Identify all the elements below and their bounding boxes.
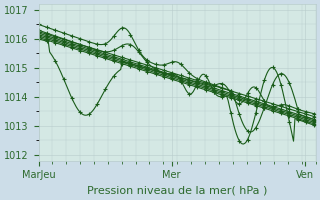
- X-axis label: Pression niveau de la mer( hPa ): Pression niveau de la mer( hPa ): [87, 186, 268, 196]
